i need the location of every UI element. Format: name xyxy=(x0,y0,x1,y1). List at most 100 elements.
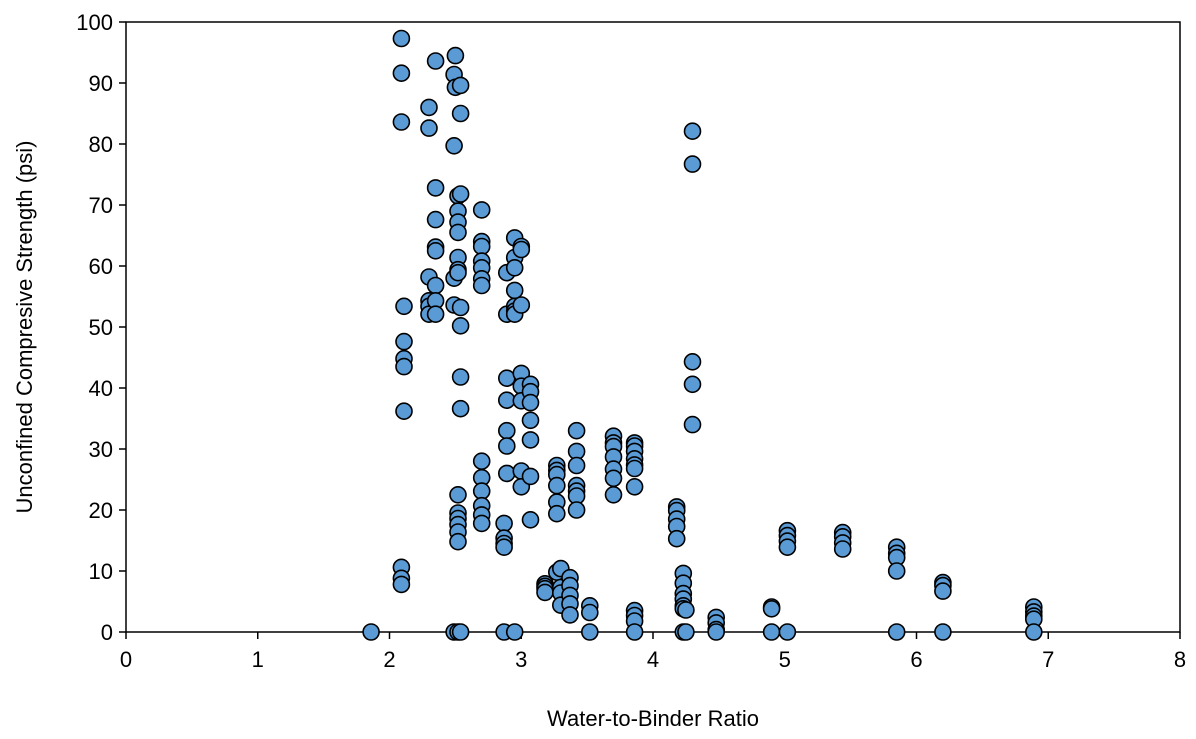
data-point xyxy=(395,402,413,421)
y-tick-label: 70 xyxy=(89,193,113,218)
data-point xyxy=(934,623,952,641)
data-point xyxy=(934,582,952,600)
data-point xyxy=(426,52,445,70)
plot-area xyxy=(125,21,1181,633)
y-tick-label: 80 xyxy=(89,132,113,157)
data-point xyxy=(449,532,467,551)
data-point xyxy=(887,562,906,580)
data-point xyxy=(521,510,540,529)
y-tick-label: 50 xyxy=(89,315,113,340)
data-point xyxy=(392,29,411,48)
data-point xyxy=(683,352,702,371)
x-tick-label: 2 xyxy=(383,647,395,672)
data-point xyxy=(449,263,467,282)
y-tick-label: 100 xyxy=(76,10,113,35)
data-point xyxy=(505,281,524,300)
data-point xyxy=(512,240,531,259)
data-point xyxy=(762,623,781,641)
x-axis-title: Water-to-Binder Ratio xyxy=(547,706,759,731)
y-tick-label: 90 xyxy=(89,71,113,96)
data-point xyxy=(677,623,695,641)
data-point xyxy=(392,575,411,594)
data-point xyxy=(833,540,852,558)
data-point xyxy=(778,538,797,557)
data-point xyxy=(472,276,491,295)
data-point xyxy=(512,296,531,314)
x-tick-label: 4 xyxy=(647,647,659,672)
data-point xyxy=(426,179,445,197)
x-tick-label: 5 xyxy=(779,647,791,672)
data-point xyxy=(426,305,445,324)
data-point xyxy=(778,623,797,641)
data-point xyxy=(395,357,413,376)
data-point xyxy=(561,606,579,624)
data-point xyxy=(426,242,445,260)
data-point xyxy=(451,368,470,386)
data-point xyxy=(604,485,623,504)
data-point xyxy=(1025,623,1043,641)
data-point xyxy=(362,623,380,641)
data-point xyxy=(451,104,470,123)
data-point xyxy=(567,501,586,519)
data-point xyxy=(472,514,491,533)
data-point xyxy=(677,601,695,619)
data-point xyxy=(445,137,463,155)
y-tick-label: 60 xyxy=(89,254,113,279)
data-point xyxy=(392,113,411,131)
data-point xyxy=(472,482,491,500)
data-point xyxy=(604,469,623,488)
data-point xyxy=(451,76,470,95)
x-tick-label: 1 xyxy=(252,647,264,672)
data-point xyxy=(521,411,540,430)
data-point xyxy=(420,98,438,117)
data-point xyxy=(495,538,513,557)
data-points xyxy=(362,29,1043,641)
x-tick-label: 7 xyxy=(1042,647,1054,672)
y-tick-label: 40 xyxy=(89,376,113,401)
data-point xyxy=(446,46,465,65)
data-point xyxy=(567,456,586,475)
y-tick-label: 30 xyxy=(89,437,113,462)
data-point xyxy=(707,623,726,641)
data-point xyxy=(521,467,540,486)
x-tick-label: 3 xyxy=(515,647,527,672)
data-point xyxy=(521,431,540,449)
x-axis-ticks: 0 1 2 3 4 5 6 7 8 xyxy=(120,632,1186,672)
y-axis-ticks: 0 10 20 30 40 50 60 70 80 90 100 xyxy=(76,10,126,645)
data-point xyxy=(451,185,470,203)
data-point xyxy=(451,623,470,641)
data-point xyxy=(426,276,445,295)
data-point xyxy=(472,452,491,471)
y-axis-title: Unconfined Compresive Strength (psi) xyxy=(12,141,37,514)
data-point xyxy=(420,119,438,137)
data-point xyxy=(451,316,470,335)
y-tick-label: 20 xyxy=(89,498,113,523)
y-tick-label: 10 xyxy=(89,559,113,584)
data-point xyxy=(392,64,411,82)
data-point xyxy=(497,391,516,410)
data-point xyxy=(395,297,413,316)
data-point xyxy=(472,237,491,256)
data-point xyxy=(683,415,702,434)
data-point xyxy=(547,504,566,523)
x-tick-label: 8 xyxy=(1174,647,1186,672)
data-point xyxy=(625,623,644,641)
data-point xyxy=(567,421,586,440)
data-point xyxy=(536,583,554,602)
data-point xyxy=(625,477,644,496)
data-point xyxy=(683,122,702,140)
plot-frame xyxy=(125,21,1181,633)
data-point xyxy=(505,623,524,641)
data-point xyxy=(580,623,599,641)
data-point xyxy=(667,529,686,548)
data-point xyxy=(580,603,599,622)
data-point xyxy=(547,476,566,495)
data-point xyxy=(497,437,516,455)
data-point xyxy=(762,599,781,618)
data-point xyxy=(497,464,516,483)
data-point xyxy=(449,485,467,504)
data-point xyxy=(625,459,644,478)
data-point xyxy=(683,155,702,173)
data-point xyxy=(472,201,491,219)
